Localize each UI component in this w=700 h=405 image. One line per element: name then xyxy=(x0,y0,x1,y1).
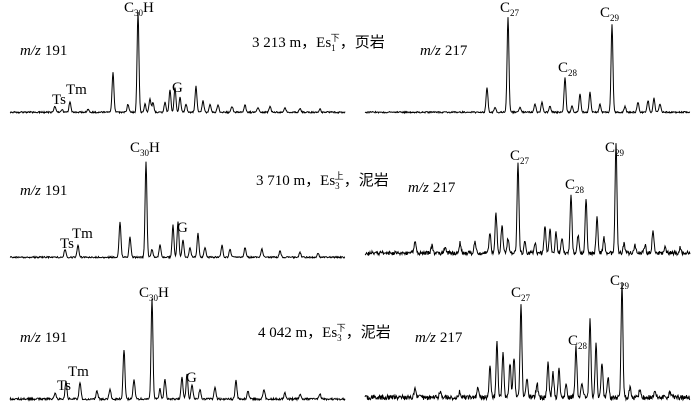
label-part: 29 xyxy=(615,148,625,158)
chromatogram-trace xyxy=(9,11,346,115)
label-part: m/z xyxy=(20,43,41,59)
peak-label: G xyxy=(177,220,188,236)
peak-label: Ts xyxy=(57,378,71,394)
peak-label: C30H xyxy=(130,140,160,158)
sample-label: 3 213 m，Es1下，页岩 xyxy=(252,33,385,53)
chromatogram-trace xyxy=(364,282,691,402)
chromatogram-trace xyxy=(9,161,346,260)
label-part: 191 xyxy=(45,330,68,346)
peak-label: C29 xyxy=(605,140,625,158)
label-part: C xyxy=(510,148,520,164)
sample-label: 4 042 m，Es3下，泥岩 xyxy=(258,323,391,343)
label-part: Ts xyxy=(57,378,71,394)
label-part: m/z xyxy=(420,43,441,59)
label-part: H xyxy=(158,285,169,301)
label-part: 下 xyxy=(331,33,340,43)
label-part: C xyxy=(600,5,610,21)
label-part: m/z xyxy=(415,330,436,346)
peak-label: Tm xyxy=(72,226,93,242)
label-part: 3 710 m，Es xyxy=(256,173,335,189)
peak-label: C27 xyxy=(510,148,530,166)
label-part: H xyxy=(143,0,154,16)
label-part: 29 xyxy=(610,13,620,23)
chromatogram-trace xyxy=(364,17,691,115)
label-part: 4 042 m，Es xyxy=(258,325,337,341)
peak-label: C27 xyxy=(511,285,531,303)
label-part: ，泥岩 xyxy=(346,324,391,341)
label-part: m/z xyxy=(20,330,41,346)
sample-label: 3 710 m，Es3上，泥岩 xyxy=(256,171,389,191)
label-part: 30 xyxy=(134,8,144,18)
label-part: 28 xyxy=(568,68,578,78)
ion-label: m/z 191 xyxy=(20,43,67,59)
label-part: 3 xyxy=(335,181,340,191)
label-part: 217 xyxy=(440,330,463,346)
label-part: ，页岩 xyxy=(340,34,385,51)
label-part: Ts xyxy=(60,236,74,252)
label-part: 上 xyxy=(335,171,344,181)
label-part: 27 xyxy=(520,156,530,166)
label-part: C xyxy=(124,0,134,16)
chromatogram-trace xyxy=(9,298,346,402)
ion-label: m/z 217 xyxy=(408,180,456,196)
peak-label: C28 xyxy=(565,177,585,195)
label-part: 3 xyxy=(337,333,342,343)
peak-label: Tm xyxy=(68,364,89,380)
label-part: 191 xyxy=(45,183,68,199)
label-part: G xyxy=(186,370,197,386)
peak-label: C29 xyxy=(600,5,620,23)
label-part: C xyxy=(500,0,510,16)
label-part: 30 xyxy=(140,148,150,158)
ion-label: m/z 191 xyxy=(20,183,67,199)
label-part: 27 xyxy=(510,8,520,18)
ion-label: m/z 217 xyxy=(420,43,468,59)
label-part: 29 xyxy=(620,281,630,291)
label-part: ，泥岩 xyxy=(344,172,389,189)
peak-label: C29 xyxy=(610,273,630,291)
label-part: 1 xyxy=(331,43,336,53)
label-part: C xyxy=(605,140,615,156)
label-part: 3 213 m，Es xyxy=(252,35,331,51)
label-part: m/z xyxy=(20,183,41,199)
label-part: C xyxy=(610,273,620,289)
label-part: 30 xyxy=(149,293,159,303)
label-part: C xyxy=(568,333,578,349)
peak-label: Ts xyxy=(60,236,74,252)
label-part: 217 xyxy=(445,43,468,59)
label-part: C xyxy=(511,285,521,301)
peak-label: Ts xyxy=(52,92,66,108)
label-part: C xyxy=(558,60,568,76)
peak-label: C28 xyxy=(558,60,578,78)
peak-label: Tm xyxy=(66,82,87,98)
label-part: Ts xyxy=(52,92,66,108)
label-part: 28 xyxy=(575,185,585,195)
label-part: 27 xyxy=(521,293,531,303)
label-part: Tm xyxy=(68,364,89,380)
label-part: Tm xyxy=(66,82,87,98)
chromatogram-trace xyxy=(364,143,691,257)
label-part: G xyxy=(177,220,188,236)
ion-label: m/z 191 xyxy=(20,330,67,346)
label-part: 217 xyxy=(433,180,456,196)
label-part: 191 xyxy=(45,43,68,59)
label-part: G xyxy=(172,80,183,96)
label-part: C xyxy=(565,177,575,193)
label-part: Tm xyxy=(72,226,93,242)
label-part: C xyxy=(130,140,140,156)
ion-label: m/z 217 xyxy=(415,330,463,346)
peak-label: G xyxy=(186,370,197,386)
peak-label: C30H xyxy=(124,0,154,18)
label-part: C xyxy=(139,285,149,301)
peak-label: C28 xyxy=(568,333,588,351)
peak-label: G xyxy=(172,80,183,96)
label-part: 下 xyxy=(337,323,346,333)
label-part: 28 xyxy=(578,341,588,351)
label-part: m/z xyxy=(408,180,429,196)
peak-label: C27 xyxy=(500,0,520,18)
label-part: H xyxy=(149,140,160,156)
peak-label: C30H xyxy=(139,285,169,303)
